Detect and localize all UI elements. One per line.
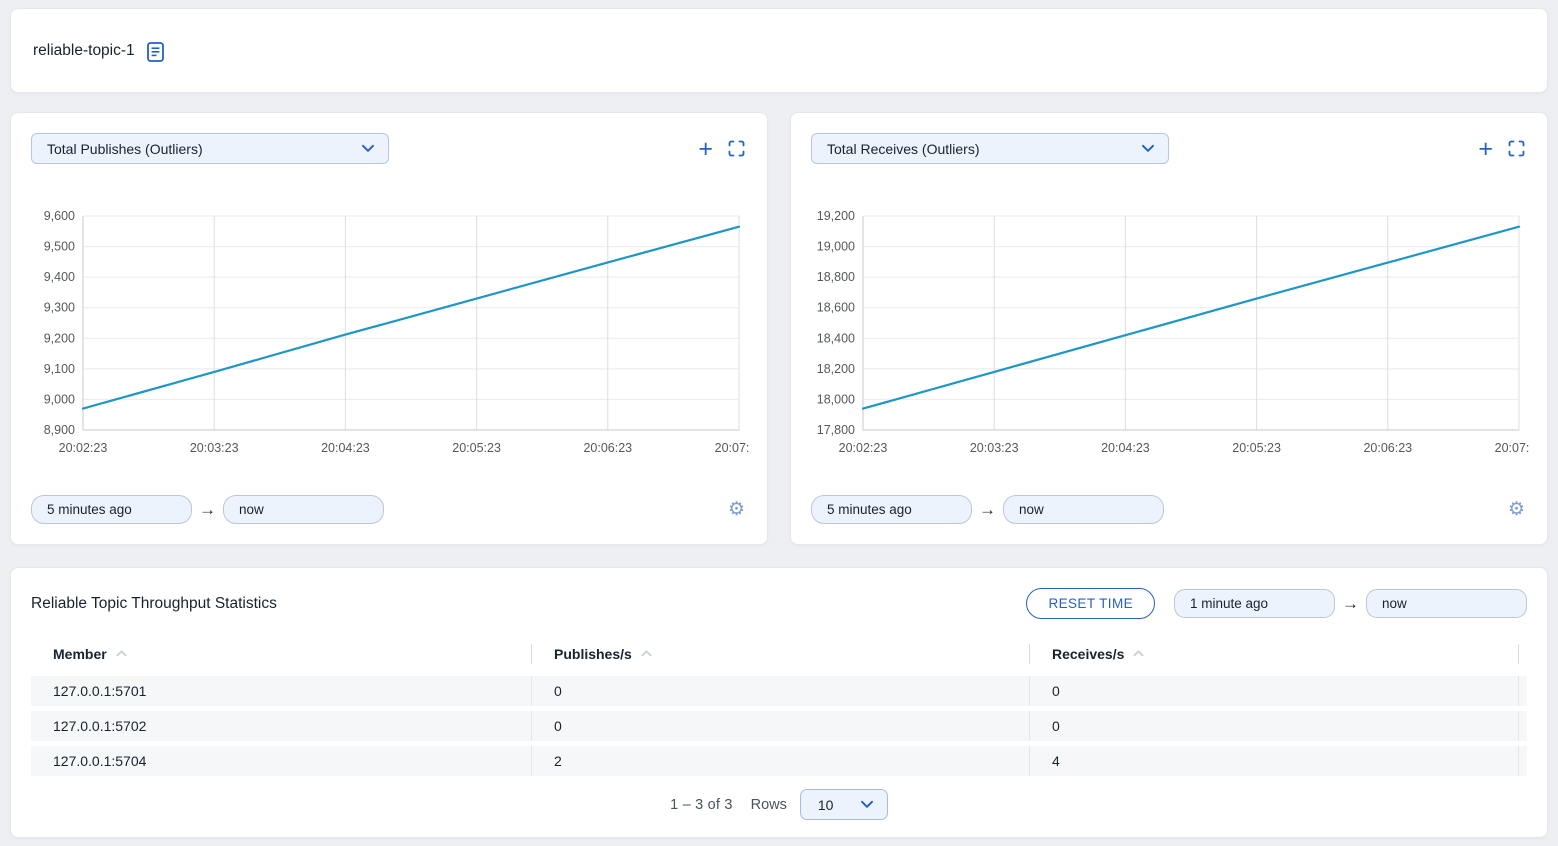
reset-time-button[interactable]: RESET TIME bbox=[1026, 588, 1155, 619]
chart-actions: + bbox=[1478, 134, 1527, 163]
cell-member: 127.0.0.1:5701 bbox=[53, 683, 147, 699]
cell-member: 127.0.0.1:5704 bbox=[53, 753, 147, 769]
svg-text:20:06:23: 20:06:23 bbox=[1363, 441, 1412, 455]
receives-line-chart: 17,800 18,000 18,200 18,400 18,600 18,800 19,0… bbox=[817, 209, 1529, 455]
svg-text:20:04:23: 20:04:23 bbox=[1101, 441, 1150, 455]
charts-row: Total Publishes (Outliers) + bbox=[10, 112, 1548, 545]
throughput-stats-card: Reliable Topic Throughput Statistics RES… bbox=[10, 567, 1548, 838]
chart-toolbar: Total Publishes (Outliers) + bbox=[31, 133, 747, 164]
svg-text:18,400: 18,400 bbox=[817, 331, 855, 345]
svg-text:20:02:23: 20:02:23 bbox=[59, 441, 108, 455]
stats-header: Reliable Topic Throughput Statistics RES… bbox=[31, 588, 1527, 619]
svg-text:19,000: 19,000 bbox=[817, 240, 855, 254]
cell-publishes: 2 bbox=[531, 746, 1029, 776]
throughput-table: Member Publishes/s Receives/s bbox=[31, 636, 1527, 820]
chart-toolbar: Total Receives (Outliers) + bbox=[811, 133, 1527, 164]
chevron-down-icon bbox=[860, 800, 874, 809]
svg-text:18,600: 18,600 bbox=[817, 301, 855, 315]
time-from-input[interactable] bbox=[811, 495, 972, 524]
svg-text:17,800: 17,800 bbox=[817, 423, 855, 437]
document-icon[interactable] bbox=[146, 41, 165, 63]
fullscreen-icon[interactable] bbox=[1508, 140, 1525, 157]
svg-text:9,500: 9,500 bbox=[44, 240, 75, 254]
chevron-down-icon bbox=[1141, 144, 1155, 153]
svg-text:18,800: 18,800 bbox=[817, 270, 855, 284]
svg-text:18,000: 18,000 bbox=[817, 392, 855, 406]
sort-up-icon bbox=[641, 650, 652, 657]
rows-per-page-value: 10 bbox=[817, 796, 834, 813]
svg-text:20:07:23: 20:07:23 bbox=[1495, 441, 1529, 455]
chevron-down-icon bbox=[361, 144, 375, 153]
metric-select-receives[interactable]: Total Receives (Outliers) bbox=[811, 133, 1169, 164]
svg-text:8,900: 8,900 bbox=[44, 423, 75, 437]
svg-text:20:05:23: 20:05:23 bbox=[1232, 441, 1281, 455]
metric-select-value: Total Receives (Outliers) bbox=[827, 140, 980, 157]
svg-text:18,200: 18,200 bbox=[817, 362, 855, 376]
add-chart-button[interactable]: + bbox=[698, 134, 713, 163]
publishes-line-chart: 8,900 9,000 9,100 9,200 9,300 9,400 9,500 9,600… bbox=[44, 209, 749, 455]
chart-time-controls: → ⚙ bbox=[31, 495, 747, 524]
receives-chart-card: Total Receives (Outliers) + bbox=[790, 112, 1548, 545]
arrow-right-icon: → bbox=[199, 499, 216, 519]
arrow-right-icon: → bbox=[979, 499, 996, 519]
cell-receives: 0 bbox=[1029, 711, 1519, 741]
add-chart-button[interactable]: + bbox=[1478, 134, 1493, 163]
rows-per-page-select[interactable]: 10 bbox=[799, 789, 888, 820]
column-header-publishes[interactable]: Publishes/s bbox=[531, 643, 1029, 664]
svg-text:9,400: 9,400 bbox=[44, 270, 75, 284]
cell-member: 127.0.0.1:5702 bbox=[53, 718, 147, 734]
sort-up-icon bbox=[1133, 650, 1144, 657]
pagination-range: 1 – 3 of 3 bbox=[670, 796, 733, 813]
gear-icon[interactable]: ⚙ bbox=[727, 499, 745, 520]
table-row: 127.0.0.1:5702 0 0 bbox=[31, 711, 1527, 741]
time-from-input[interactable] bbox=[31, 495, 192, 524]
stats-title: Reliable Topic Throughput Statistics bbox=[31, 594, 277, 612]
cell-publishes: 0 bbox=[531, 711, 1029, 741]
time-to-input[interactable] bbox=[1003, 495, 1164, 524]
fullscreen-icon[interactable] bbox=[728, 140, 745, 157]
svg-text:9,000: 9,000 bbox=[44, 392, 75, 406]
svg-text:19,200: 19,200 bbox=[817, 209, 855, 223]
publishes-chart-card: Total Publishes (Outliers) + bbox=[10, 112, 768, 545]
cell-receives: 4 bbox=[1029, 746, 1519, 776]
stats-time-controls: RESET TIME → bbox=[1026, 588, 1527, 619]
gear-icon[interactable]: ⚙ bbox=[1507, 499, 1525, 520]
rows-per-page-label: Rows bbox=[750, 796, 787, 813]
svg-text:20:03:23: 20:03:23 bbox=[970, 441, 1019, 455]
stats-time-to-input[interactable] bbox=[1366, 589, 1527, 618]
svg-text:20:05:23: 20:05:23 bbox=[452, 441, 501, 455]
sort-up-icon bbox=[116, 650, 127, 657]
time-to-input[interactable] bbox=[223, 495, 384, 524]
topic-header-card: reliable-topic-1 bbox=[10, 8, 1548, 93]
table-pagination: 1 – 3 of 3 Rows 10 bbox=[31, 789, 1527, 820]
svg-text:20:04:23: 20:04:23 bbox=[321, 441, 370, 455]
svg-text:9,200: 9,200 bbox=[44, 331, 75, 345]
chart-time-controls: → ⚙ bbox=[811, 495, 1527, 524]
metric-select-value: Total Publishes (Outliers) bbox=[47, 140, 203, 157]
chart-actions: + bbox=[698, 134, 747, 163]
svg-text:20:02:23: 20:02:23 bbox=[839, 441, 888, 455]
arrow-right-icon: → bbox=[1342, 593, 1359, 613]
svg-text:20:06:23: 20:06:23 bbox=[583, 441, 632, 455]
svg-text:9,300: 9,300 bbox=[44, 301, 75, 315]
svg-text:9,100: 9,100 bbox=[44, 362, 75, 376]
metric-select-publishes[interactable]: Total Publishes (Outliers) bbox=[31, 133, 389, 164]
cell-receives: 0 bbox=[1029, 676, 1519, 706]
svg-text:20:03:23: 20:03:23 bbox=[190, 441, 239, 455]
cell-publishes: 0 bbox=[531, 676, 1029, 706]
page-title: reliable-topic-1 bbox=[33, 41, 135, 59]
table-row: 127.0.0.1:5704 2 4 bbox=[31, 746, 1527, 776]
svg-text:9,600: 9,600 bbox=[44, 209, 75, 223]
table-row: 127.0.0.1:5701 0 0 bbox=[31, 676, 1527, 706]
column-header-receives[interactable]: Receives/s bbox=[1029, 643, 1519, 664]
table-header-row: Member Publishes/s Receives/s bbox=[31, 636, 1527, 671]
svg-text:20:07:23: 20:07:23 bbox=[715, 441, 749, 455]
column-header-member[interactable]: Member bbox=[31, 644, 531, 664]
stats-time-from-input[interactable] bbox=[1174, 589, 1335, 618]
